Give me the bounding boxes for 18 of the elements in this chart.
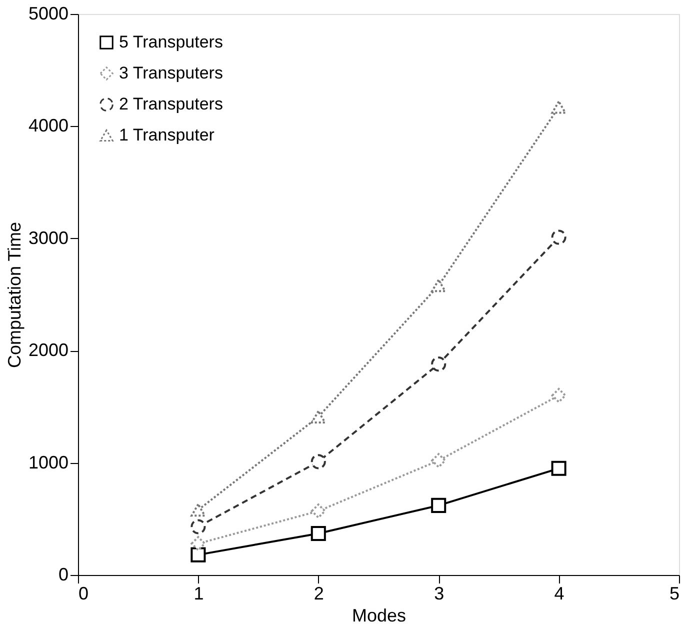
legend-label: 2 Transputers [119, 94, 223, 114]
y-tick-label: 2000 [28, 340, 68, 360]
y-tick-label: 5000 [28, 4, 68, 24]
y-tick-label: 0 [58, 564, 68, 584]
legend-label: 1 Transputer [119, 126, 215, 144]
x-tick-label: 2 [314, 584, 324, 604]
y-tick-label: 4000 [28, 116, 68, 136]
x-tick-label: 0 [78, 584, 89, 604]
y-tick-label: 3000 [28, 228, 68, 248]
x-tick-label: 4 [554, 584, 564, 604]
x-tick-label: 5 [669, 584, 680, 604]
x-tick-label: 3 [434, 584, 444, 604]
y-axis-title: Computation Time [4, 222, 24, 368]
x-tick-label: 1 [194, 584, 204, 604]
legend-label: 3 Transputers [119, 64, 223, 82]
x-axis-title: Modes [352, 606, 406, 626]
legend-label: 5 Transputers [119, 32, 223, 52]
y-tick-label: 1000 [28, 452, 68, 472]
